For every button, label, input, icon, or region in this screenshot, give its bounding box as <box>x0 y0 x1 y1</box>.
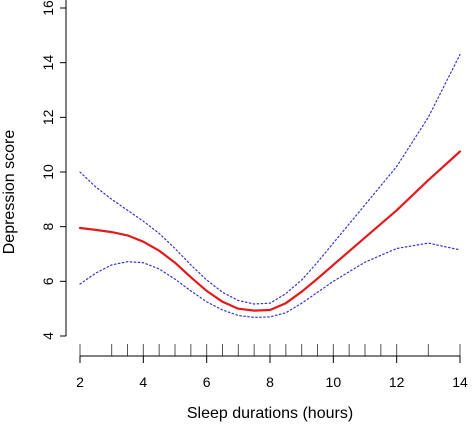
x-axis-title: Sleep durations (hours) <box>187 405 353 422</box>
x-tick-label: 2 <box>76 374 84 390</box>
y-tick-label: 10 <box>40 164 56 180</box>
y-tick-label: 6 <box>40 277 56 285</box>
y-tick-label: 14 <box>40 55 56 71</box>
y-tick-label: 12 <box>40 109 56 125</box>
x-tick-label: 14 <box>452 374 468 390</box>
y-tick-label: 8 <box>40 223 56 231</box>
y-tick-label: 16 <box>40 0 56 16</box>
x-tick-label: 4 <box>139 374 147 390</box>
y-axis-title: Depression score <box>1 130 18 255</box>
y-tick-label: 4 <box>40 332 56 340</box>
x-tick-label: 10 <box>326 374 342 390</box>
estimate-line <box>78 150 462 312</box>
x-tick-label: 8 <box>266 374 274 390</box>
lower-ci-line <box>79 242 461 318</box>
x-tick-label: 12 <box>389 374 405 390</box>
upper-ci-line <box>79 53 461 305</box>
x-tick-label: 6 <box>203 374 211 390</box>
